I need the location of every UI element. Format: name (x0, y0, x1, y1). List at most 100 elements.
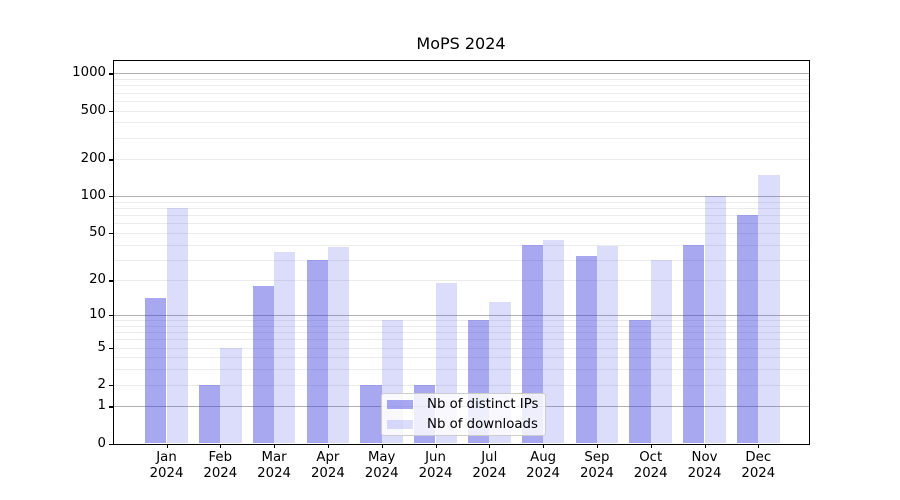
x-tick-mark-feb (220, 444, 222, 448)
gridline-minor-500 (113, 110, 810, 112)
gridline-minor-200 (113, 159, 810, 161)
bar-feb-downloads (220, 347, 242, 444)
gridline-minor-900 (113, 79, 810, 81)
bar-sep-distinct-ips (575, 256, 597, 444)
bar-apr-downloads (327, 247, 350, 444)
y-tick-mark-200 (109, 159, 113, 161)
x-tick-label-may: May 2024 (364, 450, 399, 481)
x-tick-mark-jun (435, 444, 437, 448)
bar-mar-downloads (274, 251, 296, 444)
gridline-minor-50 (113, 232, 810, 234)
gridline-major-1000 (113, 73, 810, 75)
bar-nov-distinct-ips (683, 244, 705, 444)
chart-title: MoPS 2024 (416, 34, 506, 53)
bar-mar-distinct-ips (252, 285, 275, 444)
x-tick-label-nov: Nov 2024 (687, 450, 722, 481)
y-tick-mark-1 (109, 406, 113, 408)
y-tick-label-50: 50 (89, 224, 106, 240)
x-tick-label-dec: Dec 2024 (741, 450, 776, 481)
gridline-minor-80 (113, 208, 810, 210)
bar-dec-downloads (758, 174, 780, 444)
x-tick-label-oct: Oct 2024 (633, 450, 668, 481)
y-tick-label-500: 500 (80, 102, 106, 118)
bar-sep-downloads (596, 245, 619, 444)
x-tick-mark-aug (543, 444, 545, 448)
x-tick-label-sep: Sep 2024 (579, 450, 614, 481)
y-tick-mark-500 (109, 110, 113, 112)
gridline-minor-7 (113, 332, 810, 334)
x-tick-label-aug: Aug 2024 (526, 450, 561, 481)
y-tick-mark-5 (109, 347, 113, 349)
gridline-minor-3 (113, 369, 810, 371)
bar-feb-distinct-ips (198, 384, 221, 444)
gridline-minor-2 (113, 384, 810, 386)
gridline-minor-70 (113, 215, 810, 217)
legend-label-distinct-ips: Nb of distinct IPs (427, 396, 539, 412)
bar-may-distinct-ips (360, 384, 382, 444)
legend-swatch-downloads (387, 419, 413, 429)
y-tick-mark-1000 (109, 73, 113, 75)
legend-swatch-distinct-ips (387, 399, 413, 409)
gridline-minor-60 (113, 223, 810, 225)
bar-jan-distinct-ips (145, 298, 167, 444)
y-tick-label-0: 0 (97, 435, 106, 451)
x-tick-label-jun: Jun 2024 (418, 450, 453, 481)
y-tick-mark-100 (109, 196, 113, 198)
gridline-major-100 (113, 196, 810, 198)
y-tick-label-200: 200 (80, 151, 106, 167)
legend-item-distinct-ips: Nb of distinct IPs (387, 396, 539, 413)
x-tick-mark-may (381, 444, 383, 448)
gridline-minor-8 (113, 325, 810, 327)
gridline-minor-400 (113, 122, 810, 124)
bar-dec-distinct-ips (736, 215, 759, 444)
gridline-major-10 (113, 315, 810, 317)
gridline-minor-6 (113, 339, 810, 341)
bar-apr-distinct-ips (306, 259, 328, 444)
gridline-minor-700 (113, 92, 810, 94)
x-tick-mark-sep (596, 444, 599, 448)
gridline-minor-300 (113, 137, 810, 139)
y-tick-mark-50 (109, 232, 113, 235)
gridline-minor-800 (113, 85, 810, 87)
x-tick-mark-apr (327, 444, 330, 448)
y-tick-mark-0 (109, 443, 113, 445)
y-tick-mark-2 (109, 384, 113, 386)
gridline-minor-5 (113, 347, 810, 349)
bar-aug-downloads (543, 239, 565, 444)
x-tick-mark-jan (166, 444, 168, 448)
x-tick-mark-mar (274, 444, 276, 448)
x-tick-mark-nov (704, 444, 706, 448)
bar-oct-distinct-ips (629, 320, 651, 444)
y-tick-label-20: 20 (89, 272, 106, 288)
x-tick-label-apr: Apr 2024 (310, 450, 345, 481)
plot-area (112, 60, 811, 445)
legend: Nb of distinct IPs Nb of downloads (381, 392, 546, 436)
gridline-minor-30 (113, 259, 810, 261)
gridline-minor-600 (113, 100, 810, 102)
x-tick-label-feb: Feb 2024 (203, 450, 238, 481)
bar-oct-downloads (650, 259, 673, 444)
bar-nov-downloads (704, 196, 726, 444)
x-tick-label-jul: Jul 2024 (472, 450, 507, 481)
y-tick-mark-20 (109, 280, 113, 282)
y-tick-label-2: 2 (97, 376, 106, 392)
y-tick-label-5: 5 (97, 339, 106, 355)
legend-item-downloads: Nb of downloads (387, 416, 539, 433)
legend-label-downloads: Nb of downloads (427, 416, 538, 432)
gridline-minor-90 (113, 201, 810, 203)
y-tick-mark-10 (109, 315, 113, 317)
x-tick-mark-dec (758, 444, 760, 448)
x-tick-label-jan: Jan 2024 (149, 450, 184, 481)
x-tick-mark-jul (489, 444, 491, 448)
y-tick-label-10: 10 (89, 307, 106, 323)
y-tick-label-100: 100 (80, 188, 106, 204)
gridline-minor-40 (113, 244, 810, 246)
gridline-minor-9 (113, 320, 810, 322)
bar-jan-downloads (166, 208, 188, 444)
gridline-minor-4 (113, 357, 810, 359)
y-tick-label-1: 1 (97, 398, 106, 414)
x-tick-label-mar: Mar 2024 (257, 450, 292, 481)
y-tick-label-1000: 1000 (72, 65, 106, 81)
x-tick-mark-oct (650, 444, 652, 448)
